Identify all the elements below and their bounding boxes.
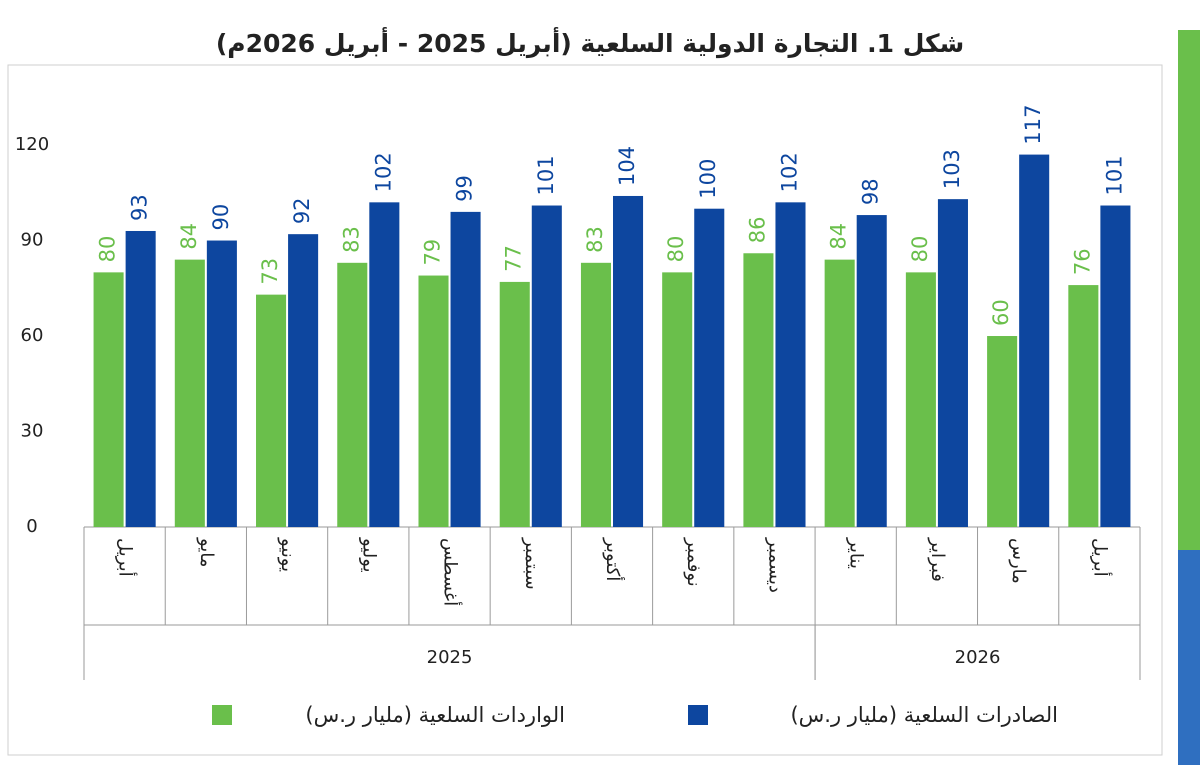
legend-swatch: [688, 705, 708, 725]
side-decoration: [1178, 30, 1200, 550]
x-tick-label: يونيو: [277, 537, 298, 572]
x-tick-label: نوفمبر: [683, 537, 704, 587]
side-decoration: [1178, 550, 1200, 765]
x-tick-label: يوليو: [358, 537, 379, 573]
data-label: 98: [859, 178, 883, 205]
bar: [174, 259, 205, 527]
bar: [418, 275, 449, 527]
data-label: 92: [290, 197, 314, 224]
y-tick-label: 30: [21, 421, 44, 442]
group-label: 2025: [427, 647, 473, 668]
bar: [613, 195, 644, 527]
data-label: 84: [177, 223, 201, 250]
bar: [662, 272, 693, 527]
bar: [856, 215, 887, 528]
y-tick-label: 0: [26, 516, 37, 537]
y-tick-label: 90: [21, 230, 44, 251]
x-tick-label: ديسمبر: [764, 537, 785, 593]
data-label: 84: [827, 223, 851, 250]
data-label: 86: [745, 217, 769, 244]
bar: [1068, 285, 1099, 527]
data-label: 79: [421, 239, 445, 266]
data-label: 102: [371, 152, 395, 192]
x-tick-label: أغسطس: [440, 538, 463, 606]
data-label: 80: [96, 236, 120, 263]
chart-frame: [7, 64, 1163, 756]
bar: [206, 240, 237, 527]
bar: [256, 294, 287, 527]
data-label: 77: [502, 245, 526, 272]
bar: [694, 208, 725, 527]
x-tick-label: أبريل: [1089, 538, 1112, 577]
bar: [1100, 205, 1131, 527]
group-label: 2026: [955, 647, 1001, 668]
y-tick-label: 120: [15, 134, 49, 155]
bar: [1019, 154, 1050, 528]
legend-label: الواردات السلعية (مليار ر.س): [305, 703, 565, 727]
data-label: 100: [696, 159, 720, 199]
bar: [93, 272, 124, 527]
data-label: 93: [128, 194, 152, 221]
bar: [937, 199, 968, 527]
data-label: 99: [453, 175, 477, 202]
bar: [987, 336, 1018, 527]
data-label: 83: [339, 226, 363, 253]
data-label: 80: [908, 236, 932, 263]
data-label: 83: [583, 226, 607, 253]
data-label: 102: [777, 152, 801, 192]
x-tick-label: أبريل: [115, 538, 138, 577]
data-label: 73: [258, 258, 282, 285]
x-tick-label: فبراير: [927, 537, 948, 582]
x-tick-label: مايو: [196, 537, 217, 567]
bar: [743, 253, 774, 527]
bar: [499, 281, 530, 527]
bar: [531, 205, 562, 527]
bar: [580, 262, 611, 527]
bar: [288, 234, 319, 527]
bar: [450, 211, 481, 527]
data-label: 103: [940, 149, 964, 189]
x-tick-label: أكتوبر: [602, 537, 625, 581]
data-label: 90: [209, 204, 233, 231]
data-label: 76: [1070, 248, 1094, 275]
data-label: 104: [615, 146, 639, 186]
x-tick-label: سبتمبر: [521, 537, 542, 590]
data-label: 117: [1021, 104, 1045, 144]
bar: [775, 202, 806, 528]
chart-title: شكل 1. التجارة الدولية السلعية (أبريل 20…: [216, 27, 964, 59]
x-tick-label: مارس: [1008, 538, 1029, 584]
bar: [824, 259, 855, 527]
bar: [905, 272, 936, 527]
legend-label: الصادرات السلعية (مليار ر.س): [790, 703, 1058, 727]
y-tick-label: 60: [21, 325, 44, 346]
data-label: 101: [534, 155, 558, 195]
bar: [337, 262, 368, 527]
bar: [369, 202, 400, 528]
bar: [125, 230, 156, 527]
data-label: 101: [1102, 155, 1126, 195]
legend-swatch: [212, 705, 232, 725]
x-tick-label: يناير: [846, 537, 867, 569]
data-label: 60: [989, 299, 1013, 326]
data-label: 80: [664, 236, 688, 263]
